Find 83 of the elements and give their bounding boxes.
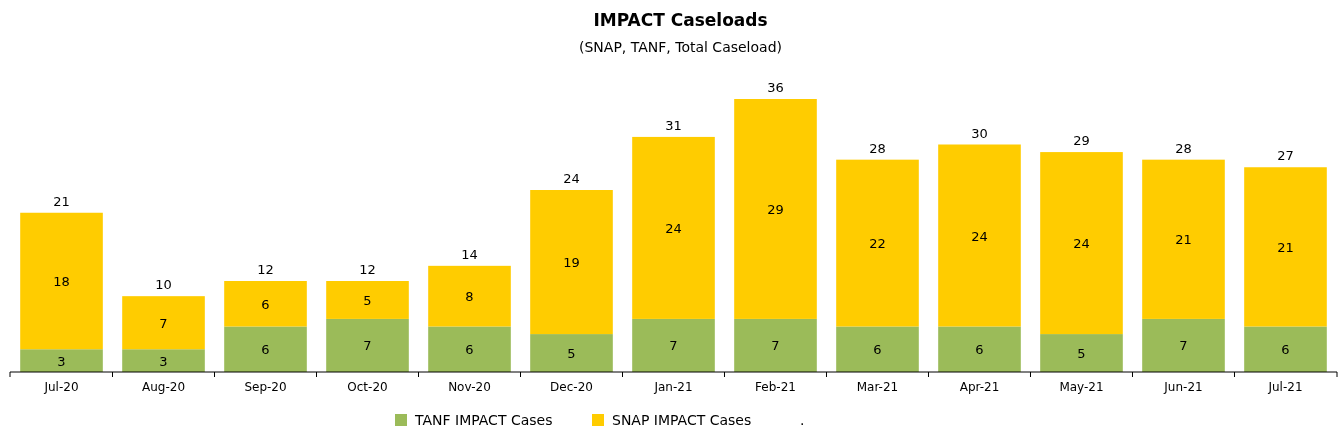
- total-label: 14: [461, 246, 478, 262]
- bar: [530, 190, 613, 335]
- bar: [734, 318, 817, 372]
- bar: [20, 349, 103, 372]
- bar: [1040, 334, 1123, 372]
- total-label: 27: [1277, 148, 1294, 164]
- data-label: 22: [869, 236, 886, 252]
- data-label: 6: [975, 342, 984, 358]
- legend-label: SNAP IMPACT Cases: [612, 412, 752, 428]
- legend-label: TANF IMPACT Cases: [414, 412, 553, 428]
- data-label: 5: [1077, 346, 1086, 362]
- data-label: 21: [1277, 239, 1294, 255]
- bar: [734, 99, 817, 319]
- data-label: 7: [1179, 338, 1188, 354]
- text: .: [800, 412, 805, 428]
- data-label: 7: [159, 315, 168, 331]
- bar: [1244, 167, 1327, 327]
- total-label: 36: [767, 80, 784, 95]
- bar: [428, 265, 511, 327]
- bar: [632, 318, 715, 372]
- bar: [224, 281, 307, 327]
- total-label: 28: [869, 140, 886, 156]
- data-label: 3: [57, 353, 66, 369]
- bar: [428, 326, 511, 372]
- data-label: 7: [771, 338, 780, 354]
- data-label: 24: [971, 228, 988, 244]
- data-label: 6: [261, 296, 270, 312]
- total-label: 28: [1175, 140, 1192, 156]
- total-label: 12: [359, 262, 376, 277]
- total-label: 10: [155, 277, 172, 293]
- data-label: 3: [159, 353, 168, 369]
- data-label: 5: [363, 292, 372, 308]
- data-label: 6: [261, 342, 270, 358]
- data-label: 29: [767, 201, 784, 217]
- data-label: 21: [1175, 232, 1192, 248]
- x-tick-label: Jan-21: [653, 380, 693, 394]
- bar: [224, 326, 307, 372]
- total-label: 12: [257, 262, 274, 277]
- bar: [326, 281, 409, 319]
- bar: [1244, 326, 1327, 372]
- bar: [1142, 318, 1225, 372]
- data-label: 6: [1281, 342, 1290, 358]
- bar: [122, 296, 205, 350]
- total-label: 21: [53, 193, 70, 209]
- x-tick-label: Apr-21: [959, 380, 1000, 394]
- total-label: 29: [1073, 133, 1090, 149]
- bar: [122, 349, 205, 372]
- data-label: 19: [563, 255, 580, 271]
- data-label: 8: [465, 289, 474, 305]
- bar: [20, 212, 103, 350]
- bar: [938, 326, 1021, 372]
- bar: [1142, 159, 1225, 319]
- data-label: 6: [873, 342, 882, 358]
- data-label: 7: [669, 338, 678, 354]
- bar: [530, 334, 613, 372]
- x-tick-label: Sep-20: [244, 380, 287, 394]
- bar: [836, 326, 919, 372]
- bar: [632, 136, 715, 319]
- x-tick-label: Aug-20: [141, 380, 186, 394]
- x-tick-label: Jul-20: [43, 380, 79, 394]
- x-tick-label: Oct-20: [347, 380, 388, 394]
- bar: [326, 318, 409, 372]
- data-label: 5: [567, 346, 576, 362]
- data-label: 24: [1073, 236, 1090, 252]
- x-tick-label: Jun-21: [1163, 380, 1203, 394]
- total-label: 30: [971, 125, 988, 141]
- x-tick-label: Dec-20: [550, 380, 593, 394]
- data-label: 18: [53, 274, 70, 289]
- bar: [1040, 152, 1123, 335]
- data-label: 7: [363, 338, 372, 354]
- x-tick-label: Feb-21: [755, 380, 796, 394]
- x-tick-label: Mar-21: [856, 380, 899, 394]
- total-label: 24: [563, 171, 580, 186]
- bar: [836, 159, 919, 327]
- total-label: 31: [665, 117, 682, 133]
- data-label: 24: [665, 220, 682, 236]
- chart-title: IMPACT Caseloads: [593, 10, 768, 30]
- data-label: 6: [465, 342, 474, 358]
- x-tick-label: Jul-21: [1267, 380, 1303, 394]
- x-tick-label: May-21: [1059, 380, 1104, 394]
- x-tick-label: Nov-20: [448, 380, 491, 394]
- bar: [938, 144, 1021, 327]
- chart-subtitle: (SNAP, TANF, Total Caseload): [579, 39, 782, 55]
